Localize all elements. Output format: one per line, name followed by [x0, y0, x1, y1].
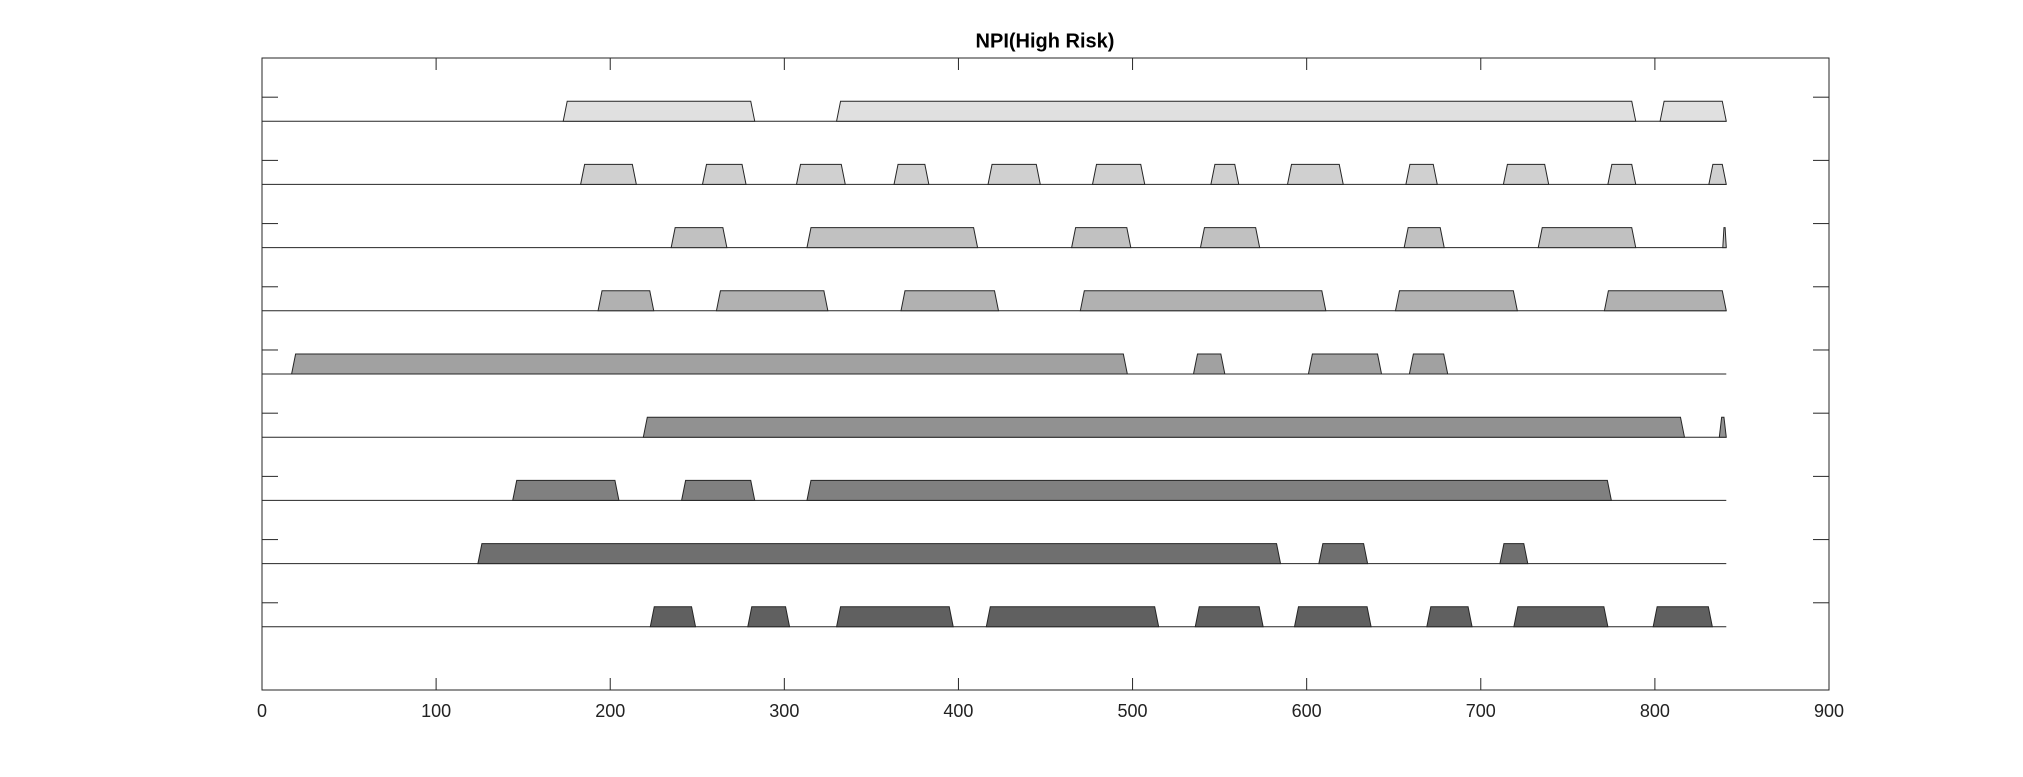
x-tick-label: 0 — [257, 701, 267, 721]
segment — [1199, 227, 1261, 249]
segment — [715, 290, 829, 312]
segment — [562, 100, 756, 122]
segment — [512, 479, 620, 501]
segment — [649, 606, 697, 628]
segment — [1502, 163, 1550, 185]
segment — [1293, 606, 1372, 628]
x-tick-label: 300 — [769, 701, 799, 721]
x-tick-label: 200 — [595, 701, 625, 721]
segment — [1091, 163, 1146, 185]
segment — [597, 290, 655, 312]
segment — [1210, 163, 1240, 185]
segment — [1513, 606, 1609, 628]
segment — [1079, 290, 1327, 312]
segment — [701, 163, 747, 185]
segment — [1194, 606, 1264, 628]
segment — [987, 163, 1041, 185]
segment — [290, 353, 1128, 375]
chart-title: NPI(High Risk) — [976, 30, 1115, 52]
segment — [900, 290, 1000, 312]
segment — [835, 606, 954, 628]
segment — [680, 479, 756, 501]
segment — [1718, 416, 1727, 438]
segment — [985, 606, 1160, 628]
segment — [1403, 227, 1445, 249]
segment — [642, 416, 1686, 438]
segment — [1408, 353, 1449, 375]
segment — [1307, 353, 1383, 375]
x-tick-label: 800 — [1640, 701, 1670, 721]
x-tick-label: 900 — [1814, 701, 1844, 721]
x-tick-label: 700 — [1466, 701, 1496, 721]
segment — [1652, 606, 1713, 628]
x-tick-label: 500 — [1118, 701, 1148, 721]
segment — [1286, 163, 1344, 185]
segment — [795, 163, 846, 185]
segment — [806, 227, 979, 249]
segment — [1607, 163, 1637, 185]
segment — [1603, 290, 1727, 312]
segment — [806, 479, 1612, 501]
segment — [1537, 227, 1637, 249]
segment — [1499, 543, 1529, 565]
x-tick-label: 600 — [1292, 701, 1322, 721]
segment — [477, 543, 1282, 565]
segment — [1405, 163, 1438, 185]
segment — [1426, 606, 1473, 628]
segment — [1659, 100, 1727, 122]
segment — [1192, 353, 1226, 375]
segment — [893, 163, 930, 185]
segment — [670, 227, 728, 249]
segment — [1708, 163, 1727, 185]
x-tick-label: 100 — [421, 701, 451, 721]
segment — [1071, 227, 1132, 249]
segment — [1318, 543, 1369, 565]
segment — [1394, 290, 1518, 312]
segment — [1722, 227, 1727, 249]
segment — [580, 163, 637, 185]
segment — [835, 100, 1637, 122]
segment — [747, 606, 791, 628]
x-tick-label: 400 — [943, 701, 973, 721]
